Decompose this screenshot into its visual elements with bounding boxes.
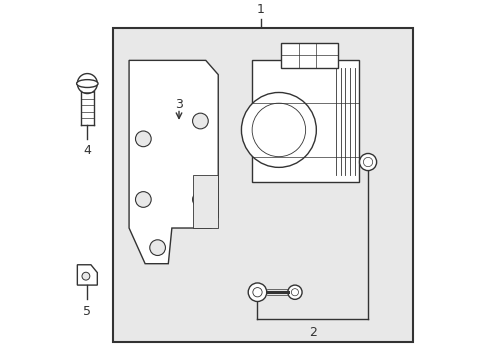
Circle shape [360, 153, 377, 171]
Circle shape [136, 192, 151, 207]
FancyBboxPatch shape [113, 28, 413, 342]
Circle shape [288, 285, 302, 300]
Text: 4: 4 [83, 144, 91, 157]
FancyBboxPatch shape [252, 60, 359, 182]
Polygon shape [129, 60, 218, 264]
Text: 1: 1 [257, 3, 265, 16]
FancyBboxPatch shape [281, 42, 338, 68]
Circle shape [253, 288, 262, 297]
Circle shape [150, 240, 166, 256]
Circle shape [242, 93, 317, 167]
Circle shape [136, 131, 151, 147]
Text: 3: 3 [175, 98, 183, 112]
Text: 2: 2 [309, 326, 317, 339]
Text: 5: 5 [83, 305, 91, 318]
Circle shape [77, 73, 98, 94]
Circle shape [82, 272, 90, 280]
Circle shape [193, 113, 208, 129]
Polygon shape [193, 175, 218, 228]
Ellipse shape [76, 80, 98, 87]
Polygon shape [77, 265, 98, 285]
Circle shape [364, 157, 373, 167]
Circle shape [252, 103, 306, 157]
Circle shape [193, 192, 208, 207]
Circle shape [248, 283, 267, 302]
Circle shape [292, 289, 298, 296]
